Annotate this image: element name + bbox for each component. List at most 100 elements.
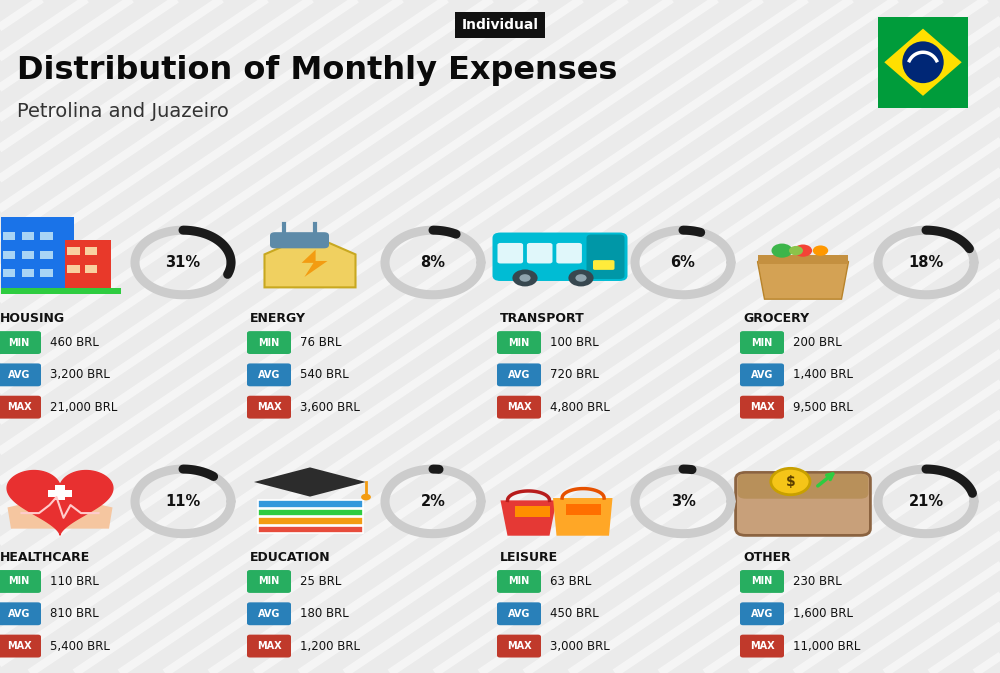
Circle shape [789,246,803,255]
Text: MAX: MAX [750,402,774,412]
FancyBboxPatch shape [247,570,291,593]
FancyBboxPatch shape [497,602,541,625]
FancyBboxPatch shape [247,363,291,386]
FancyBboxPatch shape [48,490,72,497]
FancyBboxPatch shape [492,232,628,281]
Text: 200 BRL: 200 BRL [793,336,842,349]
Text: HEALTHCARE: HEALTHCARE [0,551,90,564]
Text: AVG: AVG [508,609,530,618]
FancyBboxPatch shape [40,250,53,259]
Polygon shape [264,235,356,287]
Text: MIN: MIN [751,338,773,347]
FancyBboxPatch shape [740,602,784,625]
Text: Petrolina and Juazeiro: Petrolina and Juazeiro [17,102,229,120]
FancyBboxPatch shape [556,243,582,264]
Text: 21,000 BRL: 21,000 BRL [50,400,117,414]
FancyBboxPatch shape [1,288,121,295]
Text: MAX: MAX [507,402,531,412]
FancyBboxPatch shape [22,232,34,240]
Text: MAX: MAX [507,641,531,651]
FancyBboxPatch shape [55,485,65,501]
Circle shape [361,494,371,501]
Text: MIN: MIN [8,338,30,347]
FancyBboxPatch shape [3,250,15,259]
FancyBboxPatch shape [3,232,15,240]
Polygon shape [758,262,848,299]
Circle shape [771,468,810,495]
FancyBboxPatch shape [0,570,41,593]
FancyBboxPatch shape [1,217,74,289]
Text: MIN: MIN [8,577,30,586]
Text: OTHER: OTHER [743,551,791,564]
Text: GROCERY: GROCERY [743,312,809,325]
FancyBboxPatch shape [0,396,41,419]
FancyBboxPatch shape [247,635,291,658]
FancyBboxPatch shape [65,240,111,289]
FancyBboxPatch shape [586,235,624,279]
Text: AVG: AVG [751,370,773,380]
FancyBboxPatch shape [758,255,848,264]
Text: AVG: AVG [8,609,30,618]
FancyBboxPatch shape [0,331,41,354]
FancyBboxPatch shape [740,363,784,386]
Text: LEISURE: LEISURE [500,551,558,564]
Text: MAX: MAX [257,641,281,651]
Text: 21%: 21% [908,494,944,509]
FancyBboxPatch shape [738,474,868,499]
FancyBboxPatch shape [22,269,34,277]
FancyBboxPatch shape [497,570,541,593]
Polygon shape [500,501,556,536]
Text: 100 BRL: 100 BRL [550,336,599,349]
Circle shape [902,41,944,83]
Text: 230 BRL: 230 BRL [793,575,842,588]
Text: MAX: MAX [7,641,31,651]
Text: ENERGY: ENERGY [250,312,306,325]
Text: 810 BRL: 810 BRL [50,607,99,621]
Circle shape [519,274,531,282]
FancyBboxPatch shape [497,635,541,658]
Text: 3,600 BRL: 3,600 BRL [300,400,360,414]
Text: AVG: AVG [508,370,530,380]
Polygon shape [553,498,612,536]
Text: HOUSING: HOUSING [0,312,65,325]
Text: Distribution of Monthly Expenses: Distribution of Monthly Expenses [17,55,617,86]
Text: 3,000 BRL: 3,000 BRL [550,639,610,653]
FancyBboxPatch shape [247,602,291,625]
FancyBboxPatch shape [497,363,541,386]
FancyBboxPatch shape [497,243,523,264]
Text: 25 BRL: 25 BRL [300,575,341,588]
FancyBboxPatch shape [40,232,53,240]
Text: 1,200 BRL: 1,200 BRL [300,639,360,653]
Text: AVG: AVG [751,609,773,618]
Text: 76 BRL: 76 BRL [300,336,342,349]
FancyBboxPatch shape [497,331,541,354]
FancyBboxPatch shape [40,269,53,277]
FancyBboxPatch shape [497,396,541,419]
Text: MIN: MIN [508,577,530,586]
FancyBboxPatch shape [740,331,784,354]
FancyBboxPatch shape [0,602,41,625]
Text: 11%: 11% [165,494,201,509]
FancyBboxPatch shape [0,363,41,386]
FancyBboxPatch shape [258,509,363,516]
Text: 1,400 BRL: 1,400 BRL [793,368,853,382]
Polygon shape [884,29,962,96]
Text: MIN: MIN [508,338,530,347]
Text: 450 BRL: 450 BRL [550,607,599,621]
FancyBboxPatch shape [876,15,970,110]
Text: 2%: 2% [421,494,445,509]
FancyBboxPatch shape [0,635,41,658]
Text: AVG: AVG [258,370,280,380]
Circle shape [575,274,587,282]
FancyBboxPatch shape [275,478,345,486]
Polygon shape [254,468,366,497]
Text: $: $ [786,474,795,489]
FancyBboxPatch shape [593,260,614,270]
FancyBboxPatch shape [84,247,97,255]
FancyBboxPatch shape [736,472,870,536]
FancyBboxPatch shape [67,264,80,273]
FancyBboxPatch shape [67,247,80,255]
Polygon shape [302,250,328,277]
Text: 5,400 BRL: 5,400 BRL [50,639,110,653]
FancyBboxPatch shape [566,504,601,514]
